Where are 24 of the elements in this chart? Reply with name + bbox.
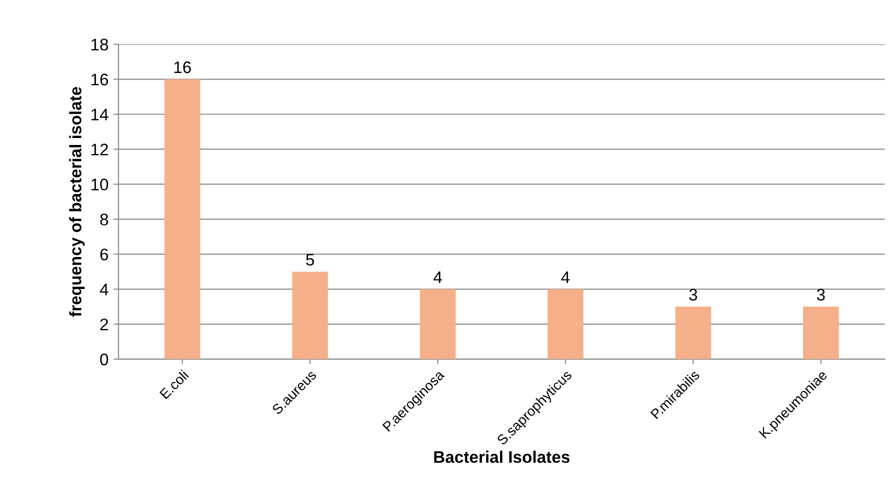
data-label: 3	[816, 288, 825, 301]
y-tick-label: 10	[92, 178, 108, 190]
y-tick-label: 18	[92, 38, 108, 50]
y-tick-label: 0	[100, 354, 108, 366]
y-tick-label: 6	[100, 248, 108, 260]
y-axis-title: frequency of bacterial isolate	[69, 86, 85, 317]
data-label: 3	[689, 288, 698, 301]
data-label: 4	[561, 271, 570, 283]
y-tick-label: 4	[100, 284, 108, 296]
y-tick-label: 12	[92, 144, 108, 156]
bar	[548, 289, 584, 360]
y-tick-label: 14	[92, 108, 108, 120]
data-label: 16	[174, 61, 191, 74]
y-tick-label: 2	[100, 318, 108, 330]
bar	[292, 272, 328, 360]
y-tick-label: 8	[100, 214, 108, 226]
bar	[675, 306, 712, 360]
y-tick-label: 16	[92, 74, 108, 86]
data-label: 4	[434, 271, 442, 283]
bar	[164, 79, 200, 360]
x-axis-title: Bacterial Isolates	[434, 450, 570, 463]
data-label: 5	[306, 254, 314, 266]
bar	[420, 289, 456, 360]
bar	[803, 306, 839, 360]
